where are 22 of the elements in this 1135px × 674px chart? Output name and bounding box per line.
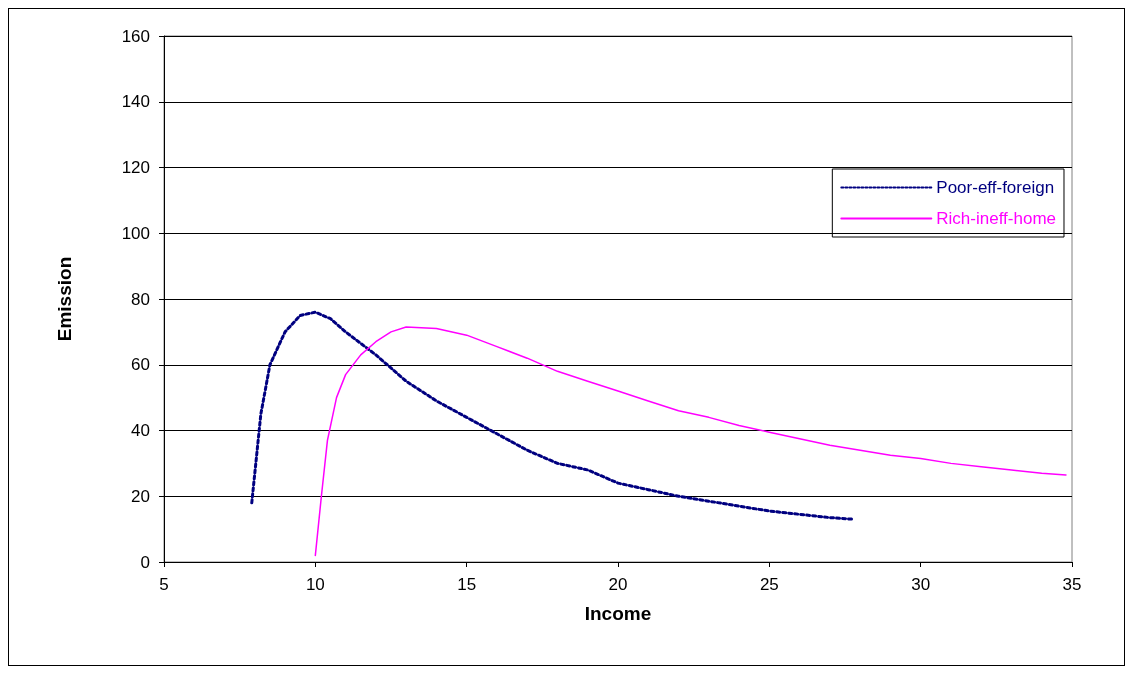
text: Poor-eff-foreign xyxy=(936,178,1055,197)
y-axis-title: Emission xyxy=(54,256,75,342)
x-tick-label: 30 xyxy=(911,575,931,594)
y-tick-label: 100 xyxy=(121,223,150,243)
x-axis-title: Income xyxy=(584,603,652,624)
y-tick-label: 0 xyxy=(140,552,150,572)
x-tick-label: 35 xyxy=(1062,575,1082,594)
y-tick-label: 80 xyxy=(131,289,150,309)
y-tick-label: 140 xyxy=(121,92,150,112)
x-tick-label: 25 xyxy=(759,575,779,594)
x-tick-label: 10 xyxy=(305,575,325,594)
line-series xyxy=(314,326,1067,557)
text: Rich-ineff-home xyxy=(936,209,1057,228)
line-series xyxy=(250,310,856,521)
x-tick-label: 20 xyxy=(608,575,628,594)
y-tick-label: 160 xyxy=(121,26,150,46)
x-tick-label: 15 xyxy=(457,575,477,594)
x-tick-label: 5 xyxy=(159,575,169,594)
y-tick-label: 40 xyxy=(131,421,150,440)
y-tick-label: 20 xyxy=(131,486,150,506)
y-tick-label: 120 xyxy=(121,158,150,177)
y-tick-label: 60 xyxy=(131,355,150,375)
